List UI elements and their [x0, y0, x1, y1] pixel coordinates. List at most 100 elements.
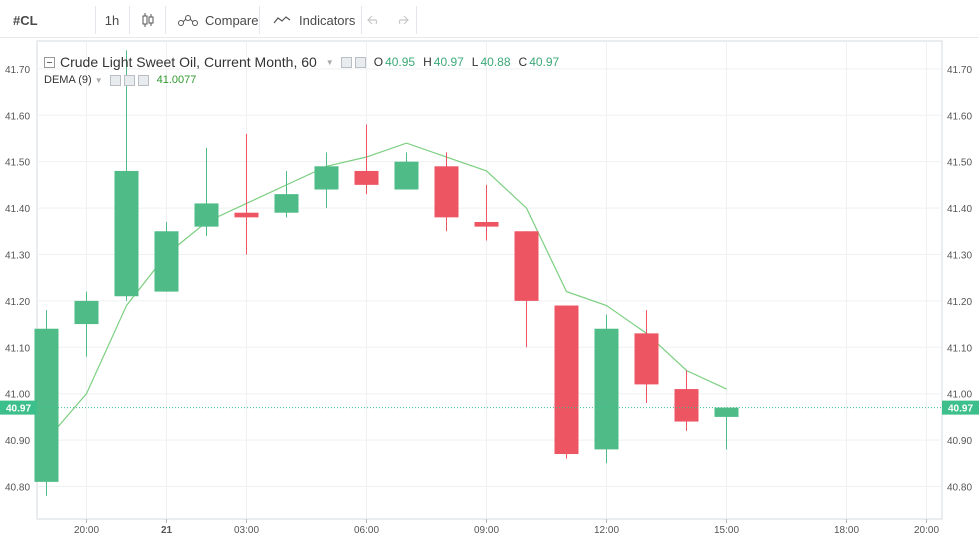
hide-indicator-button[interactable] [109, 74, 121, 86]
redo-button[interactable] [390, 4, 414, 36]
chevron-down-icon[interactable]: ▼ [325, 57, 334, 67]
x-tick-label: 21 [161, 525, 173, 535]
symbol-search[interactable]: #CL [2, 4, 94, 36]
axis-layer: 41.70 41.70 41.60 41.60 41.50 41.50 41.40 41.40… [5, 65, 972, 535]
dema-name: DEMA (9) [44, 74, 92, 86]
candle-body-up [34, 328, 59, 482]
toolbar-divider [129, 6, 130, 34]
y-tick-label-right: 41.70 [947, 65, 972, 76]
candles-icon [141, 12, 155, 28]
y-tick-label-right: 41.10 [947, 343, 972, 354]
indicators-icon [273, 15, 291, 25]
last-price-badge-left [0, 400, 37, 415]
top-toolbar: #CL 1h Compare Indicators [0, 0, 979, 38]
x-tick-label: 12:00 [594, 525, 619, 535]
indicators-label: Indicators [299, 12, 356, 28]
chart-area[interactable]: 41.70 41.70 41.60 41.60 41.50 41.50 41.40 41.40… [0, 38, 979, 535]
y-tick-label-left: 40.80 [5, 483, 30, 494]
toolbar-divider [259, 6, 260, 34]
indicator-legend: DEMA (9) ▼ 41.0077 [44, 72, 196, 88]
x-tick-label: 20:00 [74, 525, 99, 535]
undo-icon [367, 14, 381, 26]
y-tick-label-right: 41.50 [947, 158, 972, 169]
remove-indicator-button[interactable] [137, 74, 149, 86]
candle-body-down [354, 170, 379, 185]
y-tick-label-left: 41.40 [5, 204, 30, 215]
candle-body-down [234, 212, 259, 218]
y-tick-label-right: 41.40 [947, 204, 972, 215]
candle-body-down [674, 389, 699, 422]
open-label: O [373, 55, 384, 69]
high-label: H [423, 55, 432, 69]
y-tick-label-left: 41.70 [5, 65, 30, 76]
close-label: C [518, 55, 528, 69]
undo-button[interactable] [362, 4, 386, 36]
candle-body-down [554, 305, 579, 455]
y-tick-label-left: 41.00 [5, 390, 30, 401]
toolbar-divider [165, 6, 166, 34]
y-tick-label-right: 41.30 [947, 250, 972, 261]
y-tick-label-left: 41.60 [5, 111, 30, 122]
candle-body-up [154, 231, 179, 292]
candle-body-down [434, 166, 459, 218]
chart-style-button[interactable] [130, 4, 166, 36]
candle-layer [34, 50, 739, 496]
y-tick-label-right: 41.20 [947, 297, 972, 308]
candle-body-up [114, 170, 139, 297]
y-tick-label-right: 41.60 [947, 111, 972, 122]
open-value: 40.95 [385, 55, 416, 69]
last-price-label: 40.97 [948, 404, 973, 415]
dema-value: 41.0077 [156, 74, 197, 86]
candle-body-up [314, 166, 339, 190]
low-value: 40.88 [480, 55, 511, 69]
candle-body-up [594, 328, 619, 450]
x-tick-label: 18:00 [834, 525, 859, 535]
y-tick-label-right: 40.80 [947, 483, 972, 494]
y-tick-label-left: 40.90 [5, 436, 30, 447]
indicators-button[interactable]: Indicators [262, 4, 362, 36]
candle-body-down [474, 221, 499, 227]
last-price-label: 40.97 [6, 404, 31, 415]
y-tick-label-right: 40.90 [947, 436, 972, 447]
y-tick-label-left: 41.30 [5, 250, 30, 261]
y-tick-label-left: 41.50 [5, 158, 30, 169]
hide-series-button[interactable] [340, 56, 352, 68]
grid-layer [36, 40, 943, 520]
candle-body-up [274, 194, 299, 213]
x-tick-label: 15:00 [714, 525, 739, 535]
x-tick-label: 09:00 [474, 525, 499, 535]
compare-button[interactable]: Compare [166, 4, 260, 36]
price-label-layer: 40.97 40.97 [0, 400, 979, 415]
last-price-badge-right [942, 400, 979, 415]
compare-icon [177, 13, 199, 27]
candle-body-up [194, 203, 219, 227]
interval-button[interactable]: 1h [96, 4, 128, 36]
toolbar-divider [416, 6, 417, 34]
series-title: Crude Light Sweet Oil, Current Month, 60 [60, 54, 317, 70]
dema-line [46, 142, 727, 441]
close-value: 40.97 [529, 55, 560, 69]
y-tick-label-right: 41.00 [947, 390, 972, 401]
price-chart[interactable]: 41.70 41.70 41.60 41.60 41.50 41.50 41.40 41.40… [0, 38, 979, 535]
y-tick-label-left: 41.10 [5, 343, 30, 354]
series-settings-button[interactable] [354, 56, 366, 68]
toolbar-divider [361, 6, 362, 34]
indicator-settings-button[interactable] [123, 74, 135, 86]
high-value: 40.97 [433, 55, 464, 69]
chevron-down-icon[interactable]: ▼ [94, 75, 103, 85]
candle-body-up [74, 300, 99, 325]
x-tick-label: 20:00 [914, 525, 939, 535]
candle-body-up [394, 161, 419, 190]
collapse-legend-button[interactable] [44, 56, 55, 68]
series-legend: Crude Light Sweet Oil, Current Month, 60… [44, 52, 559, 72]
symbol-label: #CL [13, 12, 38, 28]
candle-body-down [634, 333, 659, 385]
candle-body-down [514, 231, 539, 301]
y-tick-label-left: 41.20 [5, 297, 30, 308]
candle-body-up [714, 407, 739, 417]
plot-border [36, 40, 943, 520]
interval-label: 1h [104, 12, 120, 28]
low-label: L [471, 55, 479, 69]
toolbar-divider [95, 6, 96, 34]
redo-icon [395, 14, 409, 26]
